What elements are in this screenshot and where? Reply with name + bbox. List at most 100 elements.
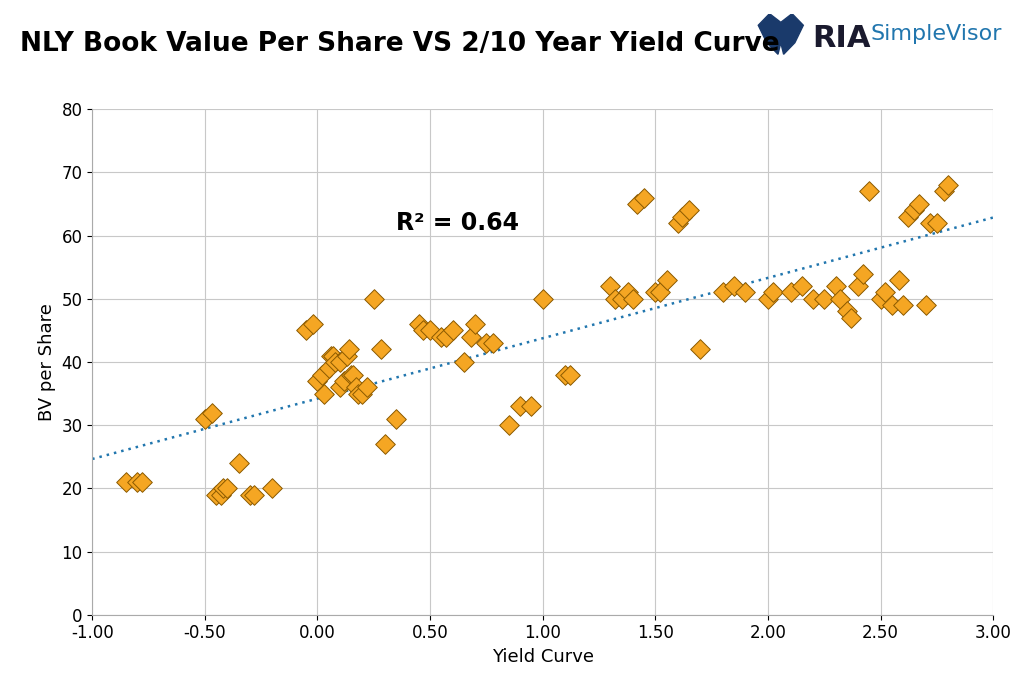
Point bbox=[456, 357, 472, 367]
Point bbox=[891, 275, 907, 285]
Point bbox=[347, 382, 364, 393]
Point bbox=[839, 306, 855, 317]
Point bbox=[323, 350, 339, 361]
Point bbox=[782, 287, 799, 298]
Point bbox=[613, 294, 630, 305]
Point bbox=[557, 369, 573, 380]
Point bbox=[298, 325, 314, 336]
Point bbox=[760, 294, 776, 305]
Point bbox=[437, 331, 454, 342]
Point bbox=[715, 287, 731, 298]
Y-axis label: BV per Share: BV per Share bbox=[38, 303, 55, 421]
Point bbox=[918, 300, 934, 311]
Point bbox=[339, 350, 355, 361]
Text: SimpleVisor: SimpleVisor bbox=[870, 24, 1001, 44]
Point bbox=[332, 357, 348, 367]
Point bbox=[827, 281, 844, 292]
Point bbox=[647, 287, 664, 298]
Point bbox=[621, 287, 637, 298]
Point bbox=[692, 344, 709, 355]
Point bbox=[831, 294, 848, 305]
Polygon shape bbox=[758, 14, 803, 55]
Point bbox=[118, 477, 134, 488]
Point bbox=[940, 180, 956, 191]
Point bbox=[737, 287, 754, 298]
Text: R² = 0.64: R² = 0.64 bbox=[396, 211, 519, 235]
Point bbox=[906, 205, 923, 216]
Point bbox=[658, 275, 675, 285]
Point bbox=[215, 483, 231, 494]
Point bbox=[204, 407, 220, 418]
Point bbox=[501, 419, 517, 431]
Point bbox=[816, 294, 833, 305]
Point bbox=[313, 369, 330, 380]
Point bbox=[366, 294, 382, 305]
Point bbox=[606, 294, 623, 305]
Point bbox=[872, 294, 889, 305]
Point bbox=[328, 357, 344, 367]
Point bbox=[681, 205, 697, 216]
Point bbox=[895, 300, 911, 311]
Point bbox=[208, 489, 224, 500]
Point bbox=[444, 325, 461, 336]
Point bbox=[388, 413, 404, 424]
Point bbox=[422, 325, 438, 336]
Point bbox=[861, 186, 878, 197]
Point bbox=[478, 337, 495, 348]
Point bbox=[463, 331, 479, 342]
Point bbox=[212, 489, 228, 500]
Point bbox=[354, 388, 371, 399]
Point bbox=[670, 217, 686, 228]
Point bbox=[246, 489, 262, 500]
Point bbox=[341, 344, 357, 355]
Text: RIA: RIA bbox=[812, 24, 870, 53]
Point bbox=[512, 401, 528, 412]
Point bbox=[129, 477, 145, 488]
Point bbox=[133, 477, 150, 488]
Point bbox=[305, 318, 322, 329]
Point bbox=[850, 281, 866, 292]
Point bbox=[325, 350, 341, 361]
Point bbox=[316, 388, 333, 399]
Point bbox=[651, 287, 668, 298]
Point bbox=[345, 369, 361, 380]
Point bbox=[264, 483, 281, 494]
Point bbox=[377, 438, 393, 449]
Point bbox=[321, 363, 337, 374]
Point bbox=[219, 483, 236, 494]
Point bbox=[230, 458, 247, 469]
Point bbox=[358, 382, 375, 393]
Point bbox=[877, 287, 893, 298]
X-axis label: Yield Curve: Yield Curve bbox=[492, 648, 594, 666]
Point bbox=[197, 413, 213, 424]
Point bbox=[764, 287, 780, 298]
Point bbox=[350, 388, 367, 399]
Point bbox=[467, 318, 483, 329]
Point bbox=[922, 217, 938, 228]
Point bbox=[242, 489, 258, 500]
Point bbox=[884, 300, 900, 311]
Point bbox=[625, 294, 641, 305]
Point bbox=[674, 211, 690, 222]
Point bbox=[561, 369, 578, 380]
Point bbox=[899, 211, 915, 222]
Point bbox=[332, 382, 348, 393]
Point bbox=[415, 325, 431, 336]
Point bbox=[535, 294, 551, 305]
Point bbox=[336, 376, 352, 387]
Point bbox=[523, 401, 540, 412]
Point bbox=[805, 294, 821, 305]
Point bbox=[910, 199, 927, 210]
Point bbox=[602, 281, 618, 292]
Point bbox=[929, 217, 945, 228]
Point bbox=[854, 268, 870, 279]
Point bbox=[309, 376, 326, 387]
Point bbox=[794, 281, 810, 292]
Point bbox=[629, 199, 645, 210]
Text: NLY Book Value Per Share VS 2/10 Year Yield Curve: NLY Book Value Per Share VS 2/10 Year Yi… bbox=[20, 31, 780, 57]
Point bbox=[433, 331, 450, 342]
Point bbox=[411, 318, 427, 329]
Point bbox=[726, 281, 742, 292]
Point bbox=[373, 344, 389, 355]
Point bbox=[343, 369, 359, 380]
